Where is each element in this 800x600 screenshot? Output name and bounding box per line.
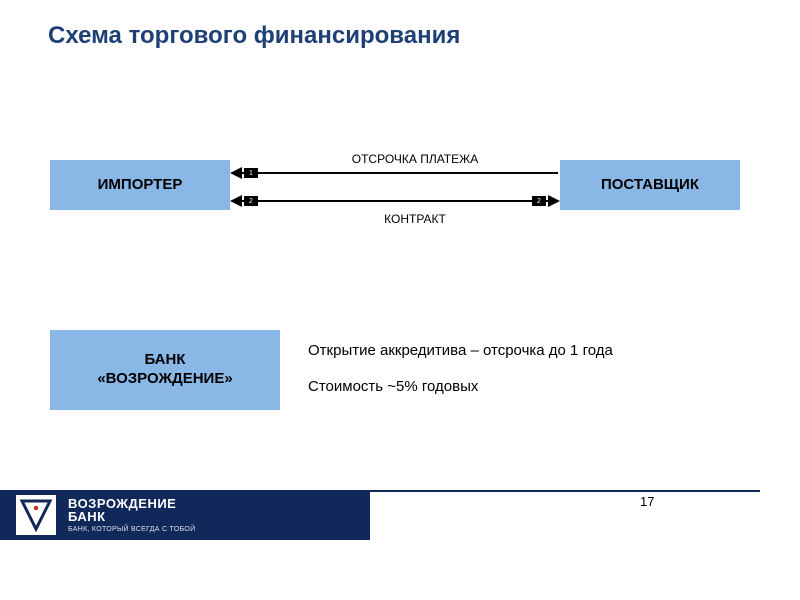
arrow-bot-num-left: 2 bbox=[244, 196, 258, 206]
description-line-1: Открытие аккредитива – отсрочка до 1 год… bbox=[308, 342, 613, 359]
arrow-bot-label: КОНТРАКТ bbox=[325, 212, 505, 226]
footer-bar: ВОЗРОЖДЕНИЕ БАНК БАНК, КОТОРЫЙ ВСЕГДА С … bbox=[0, 490, 370, 540]
bank-logo-text: ВОЗРОЖДЕНИЕ БАНК БАНК, КОТОРЫЙ ВСЕГДА С … bbox=[68, 497, 195, 534]
bank-logo-icon bbox=[16, 495, 56, 535]
importer-label: ИМПОРТЕР bbox=[98, 176, 183, 195]
arrow-contract bbox=[232, 200, 558, 202]
arrow-bot-head-left bbox=[230, 195, 242, 207]
supplier-box: ПОСТАВЩИК bbox=[560, 160, 740, 210]
importer-box: ИМПОРТЕР bbox=[50, 160, 230, 210]
arrow-deferred-payment bbox=[232, 172, 558, 174]
arrow-bot-head-right bbox=[548, 195, 560, 207]
bank-box: БАНК «ВОЗРОЖДЕНИЕ» bbox=[50, 330, 280, 410]
arrow-top-num-left: 1 bbox=[244, 168, 258, 178]
bank-label: БАНК «ВОЗРОЖДЕНИЕ» bbox=[97, 351, 232, 389]
bank-logo-sub: БАНК bbox=[68, 510, 195, 524]
page-title: Схема торгового финансирования bbox=[48, 22, 460, 50]
arrow-top-label: ОТСРОЧКА ПЛАТЕЖА bbox=[325, 152, 505, 166]
arrow-bot-num-right: 2 bbox=[532, 196, 546, 206]
bank-logo-name: ВОЗРОЖДЕНИЕ bbox=[68, 497, 195, 511]
supplier-label: ПОСТАВЩИК bbox=[601, 176, 699, 195]
footer-line bbox=[370, 490, 760, 492]
page-number: 17 bbox=[640, 494, 654, 509]
description-line-2: Стоимость ~5% годовых bbox=[308, 378, 478, 395]
arrow-top-head-left bbox=[230, 167, 242, 179]
bank-logo-tagline: БАНК, КОТОРЫЙ ВСЕГДА С ТОБОЙ bbox=[68, 526, 195, 533]
